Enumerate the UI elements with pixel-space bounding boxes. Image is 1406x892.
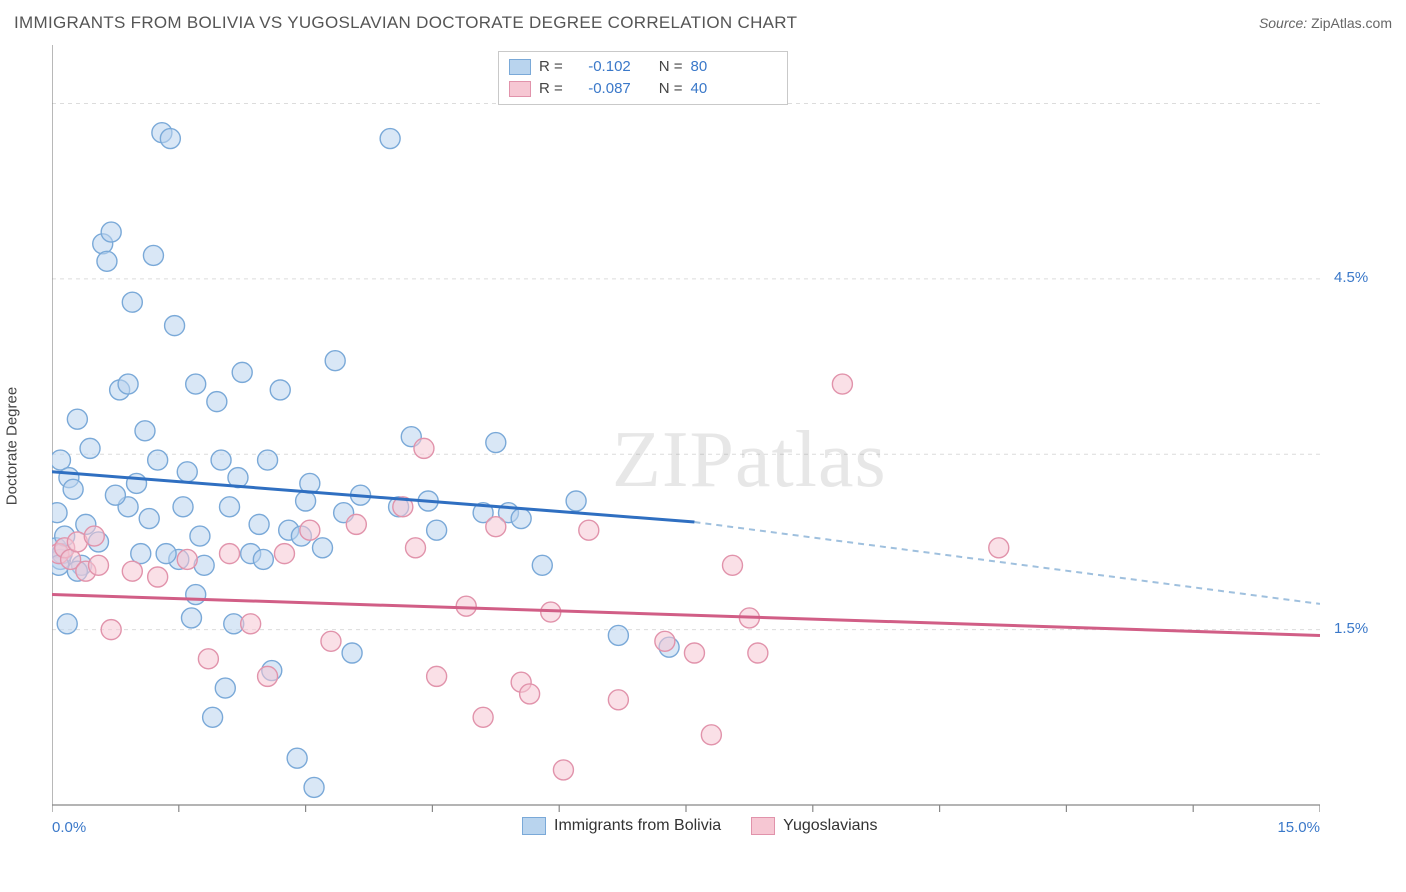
n-label: N =: [659, 78, 683, 100]
chart-plot-area: 1.5%4.5%0.0%15.0%ZIPatlasR =-0.102N =80R…: [52, 45, 1320, 835]
scatter-chart-svg: [52, 45, 1320, 835]
r-label: R =: [539, 78, 563, 100]
source-value: ZipAtlas.com: [1311, 15, 1392, 31]
y-axis-label: Doctorate Degree: [4, 387, 21, 505]
legend-swatch: [751, 817, 775, 835]
series-name: Immigrants from Bolivia: [554, 817, 721, 835]
n-label: N =: [659, 56, 683, 78]
series-legend: Immigrants from Bolivia Yugoslavians: [522, 817, 877, 835]
y-tick-label: 1.5%: [1334, 620, 1368, 637]
source-label: Source:: [1259, 15, 1307, 31]
correlation-legend: R = -0.102 N = 80 R = -0.087 N = 40: [498, 51, 788, 105]
series-legend-item: Yugoslavians: [751, 817, 877, 835]
legend-swatch: [509, 81, 531, 97]
y-tick-label: 4.5%: [1334, 269, 1368, 286]
n-value: 40: [691, 78, 708, 100]
correlation-legend-row: R = -0.102 N = 80: [509, 56, 777, 78]
series-legend-item: Immigrants from Bolivia: [522, 817, 721, 835]
legend-swatch: [509, 59, 531, 75]
x-tick-label: 15.0%: [1277, 819, 1320, 836]
n-value: 80: [691, 56, 708, 78]
r-value: -0.087: [571, 78, 631, 100]
chart-title: IMMIGRANTS FROM BOLIVIA VS YUGOSLAVIAN D…: [14, 13, 797, 33]
correlation-legend-row: R = -0.087 N = 40: [509, 78, 777, 100]
x-tick-label: 0.0%: [52, 819, 86, 836]
legend-swatch: [522, 817, 546, 835]
series-name: Yugoslavians: [783, 817, 877, 835]
source-attribution: Source: ZipAtlas.com: [1259, 15, 1392, 31]
r-value: -0.102: [571, 56, 631, 78]
r-label: R =: [539, 56, 563, 78]
